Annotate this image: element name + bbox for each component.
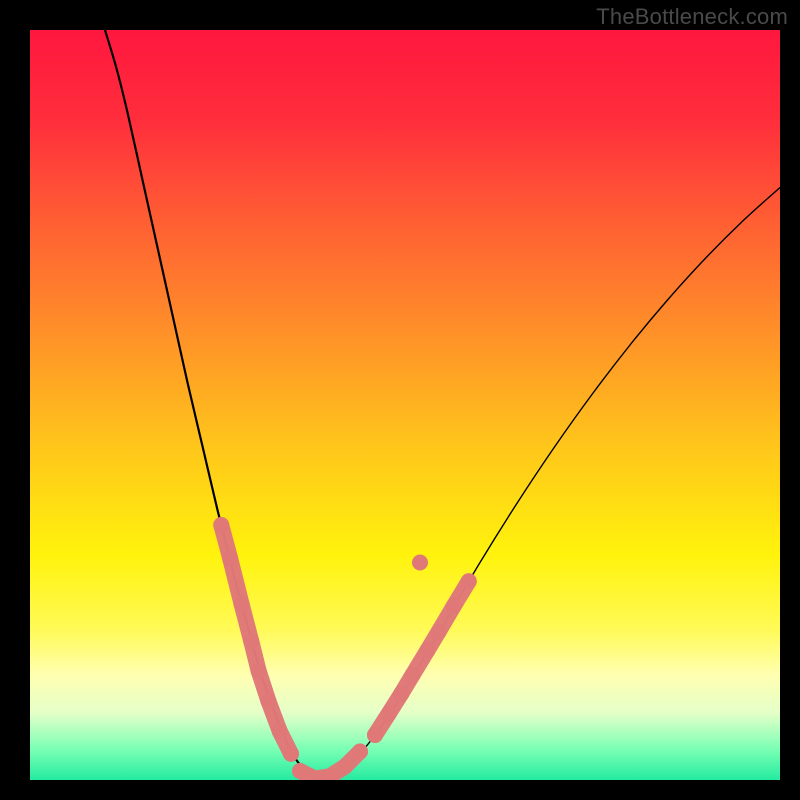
gradient-background <box>30 30 780 780</box>
marker-dot <box>393 686 409 702</box>
marker-dot <box>337 759 353 775</box>
marker-dot <box>352 744 368 760</box>
marker-dot <box>243 633 259 649</box>
marker-dot <box>381 706 397 722</box>
marker-dot <box>420 642 436 658</box>
marker-dot <box>213 517 229 533</box>
marker-dot <box>261 693 277 709</box>
marker-dot <box>222 551 238 567</box>
marker-outlier <box>412 555 428 571</box>
chart-container: TheBottleneck.com <box>0 0 800 800</box>
marker-dot <box>234 596 250 612</box>
marker-dot <box>272 723 288 739</box>
plot-area <box>30 30 780 780</box>
marker-dot <box>405 667 421 683</box>
marker-dot <box>251 663 267 679</box>
marker-dot <box>367 727 383 743</box>
chart-svg <box>30 30 780 780</box>
marker-dot <box>431 624 447 640</box>
watermark-text: TheBottleneck.com <box>596 4 788 30</box>
marker-dot <box>283 746 299 762</box>
marker-dot <box>446 598 462 614</box>
marker-dot <box>292 763 308 779</box>
marker-dot <box>461 573 477 589</box>
